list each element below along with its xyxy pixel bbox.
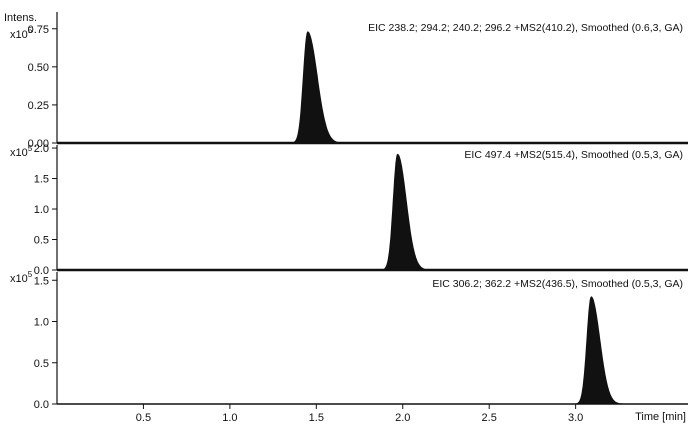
panel-1-y-tick-label: 0.75 [28,24,49,36]
panel-3-title: EIC 306.2; 362.2 +MS2(436.5), Smoothed (… [432,278,683,290]
panel-3-y-tick-label: 1.5 [34,275,49,287]
panel-3-y-ticks: 0.0 0.5 1.0 1.5 [34,275,57,411]
panel-2-y-tick-label: 1.5 [34,174,49,186]
panel-1-y-tick-label: 0.50 [28,62,49,74]
panel-2-y-tick-label: 2.0 [34,143,49,155]
panel-3-y-tick-label: 0.5 [34,358,49,370]
x-tick-label: 2.0 [395,412,410,424]
x-axis-ticks: 0.5 1.0 1.5 2.0 2.5 3.0 [136,404,583,424]
panel-1-y-ticks: 0.00 0.25 0.50 0.75 [28,24,57,150]
x-tick-label: 3.0 [568,412,583,424]
x-tick-label: 1.5 [309,412,324,424]
panel-1-y-tick-label: 0.25 [28,100,49,112]
panel-1-scale-label: x105 [10,26,33,41]
panel-3-y-tick-label: 1.0 [34,317,49,329]
panel-2-scale-label: x105 [10,144,33,159]
panel-1: x105 EIC 238.2; 294.2; 240.2; 296.2 +MS2… [10,12,688,150]
panel-3-scale-label: x105 [10,270,33,285]
panel-2-y-tick-label: 0.5 [34,235,49,247]
panel-2-peak [380,153,433,271]
panel-1-peak [290,31,346,144]
panel-2-y-tick-label: 0.0 [34,265,49,277]
panel-3-peak [573,296,626,405]
panel-3: x105 EIC 306.2; 362.2 +MS2(436.5), Smoot… [10,270,688,411]
panel-2-y-ticks: 0.0 0.5 1.0 1.5 2.0 [34,143,57,277]
panel-3-y-tick-label: 0.0 [34,399,49,411]
panel-2: x105 EIC 497.4 +MS2(515.4), Smoothed (0.… [10,143,688,277]
panel-1-title: EIC 238.2; 294.2; 240.2; 296.2 +MS2(410.… [368,22,683,34]
x-tick-label: 0.5 [136,412,151,424]
panel-2-y-tick-label: 1.0 [34,204,49,216]
x-axis-label: Time [min] [635,411,686,423]
y-axis-label: Intens. [4,12,37,24]
panel-1-y-tick-label: 0.00 [28,138,49,150]
panel-2-title: EIC 497.4 +MS2(515.4), Smoothed (0.5,3, … [464,149,683,161]
x-tick-label: 1.0 [222,412,237,424]
x-tick-label: 2.5 [482,412,497,424]
